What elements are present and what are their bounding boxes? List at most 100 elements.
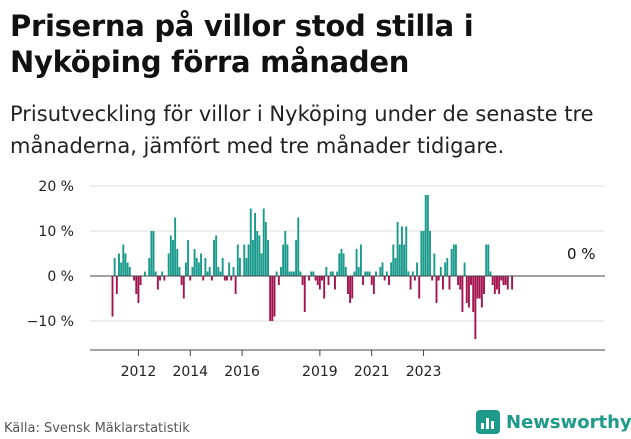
bar [470,276,473,285]
bar [314,276,317,281]
chart-subtitle: Prisutveckling för villor i Nyköping und… [10,102,594,158]
bar [193,249,196,276]
bar [318,276,321,290]
bar [450,249,453,276]
bar [472,276,475,312]
bar [159,276,161,281]
bar [275,271,278,276]
bar [169,235,172,276]
bar [444,262,447,276]
bar [448,276,451,290]
bar [256,231,259,276]
bar [191,267,194,276]
bar [234,276,237,294]
bar [493,276,496,294]
bar [422,231,425,276]
bar [148,258,151,276]
bar [290,271,293,276]
bar [126,262,129,276]
bar [338,253,341,276]
bar [277,276,280,285]
bar [122,244,125,276]
bar [452,244,455,276]
bar [269,276,272,321]
bar [403,244,406,276]
bar [219,271,222,276]
bar [152,231,155,276]
newsworthy-logo[interactable]: Newsworthy [476,410,631,434]
y-tick-label: 0 % [47,269,74,285]
bar [178,267,181,276]
bar [511,276,514,290]
bar [504,276,507,285]
bar [226,276,228,281]
bar [398,244,401,276]
bar [213,240,215,276]
bar [474,276,477,339]
bar [286,244,289,276]
bar [379,267,382,276]
bar [396,222,399,276]
x-tick-label: 2016 [224,364,260,380]
bar [230,276,233,281]
bar [355,249,358,276]
bar [418,276,421,299]
bar [282,244,285,276]
bar [176,249,179,276]
bar [334,276,336,290]
x-tick-label: 2014 [172,364,208,380]
bar [411,271,414,276]
bar [303,276,306,312]
bar [491,276,494,285]
bar [405,226,408,276]
bar [372,276,375,294]
x-tick-label: 2023 [406,364,442,380]
bar [139,276,142,285]
bar [331,271,334,276]
bar [500,276,503,281]
bar [182,276,185,299]
bar [221,258,224,276]
bar [180,276,183,285]
bar [189,276,192,281]
bar [409,276,412,290]
bar [342,253,345,276]
bar [368,271,371,276]
bar [346,276,349,294]
source-note: Källa: Svensk Mäklarstatistik [4,421,190,436]
bar [433,253,436,276]
bar [301,276,304,285]
bar [299,271,302,276]
bar [154,271,157,276]
bar [115,276,118,294]
bar [174,217,177,276]
bar [496,276,498,290]
bar [457,276,460,285]
bar [388,276,390,285]
bar [208,267,211,276]
bar [236,244,239,276]
bar [329,271,332,276]
bar [502,276,505,285]
bar [344,267,347,276]
bar [476,276,479,299]
bar [437,276,440,281]
bar [390,262,393,276]
bar [483,276,485,294]
bar [487,244,490,276]
bar [251,240,254,276]
bar [118,253,120,276]
bar [400,226,403,276]
bar [124,253,127,276]
bar [223,276,226,281]
bar [267,240,269,276]
bar [167,253,170,276]
bar [485,244,488,276]
y-tick-label: −10 % [27,314,74,330]
bar [370,276,373,285]
bar [295,240,298,276]
bar [413,276,416,281]
bar [349,276,352,303]
bar [385,271,388,276]
logo-text: Newsworthy [506,411,631,433]
